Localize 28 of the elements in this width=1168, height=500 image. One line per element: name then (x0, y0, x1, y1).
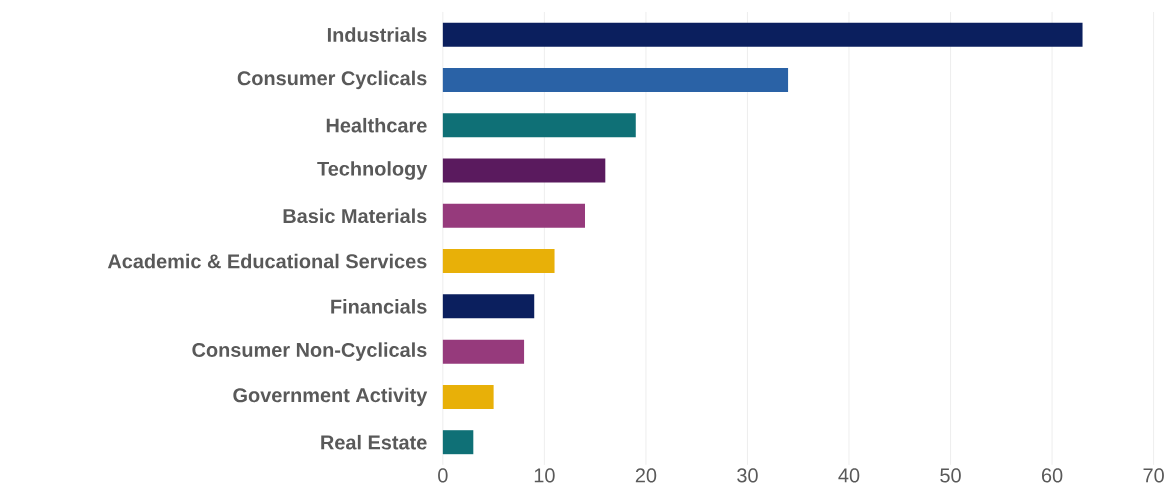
y-tick-label: Government Activity (233, 387, 428, 407)
x-tick-label: 20 (635, 468, 657, 483)
y-tick-label: Industrials (327, 27, 427, 43)
y-tick-label: Academic & Educational Services (107, 253, 427, 269)
x-tick-label: 10 (534, 468, 555, 483)
bar (442, 339, 525, 364)
bar (442, 249, 555, 274)
bar (442, 158, 606, 183)
y-tick-label: Technology (317, 161, 428, 180)
bar (442, 22, 1083, 47)
bar (442, 113, 636, 138)
x-tick-label: 50 (940, 468, 961, 483)
y-tick-label: Basic Materials (283, 208, 427, 224)
x-tick-label: 40 (838, 468, 860, 483)
bar (442, 294, 535, 319)
bar (442, 385, 494, 409)
bar (442, 68, 789, 92)
y-tick-label: Real Estate (321, 434, 427, 450)
bar (442, 430, 474, 455)
x-tick-label: 0 (438, 468, 448, 483)
y-tick-label: Financials (331, 299, 427, 314)
bar (442, 203, 585, 228)
y-tick-label: Consumer Cyclicals (237, 70, 427, 90)
x-tick-label: 30 (737, 468, 758, 483)
y-tick-label: Healthcare (326, 117, 427, 133)
x-tick-label: 60 (1042, 468, 1063, 483)
y-tick-label: Consumer Non-Cyclicals (192, 342, 427, 361)
x-tick-label: 70 (1143, 468, 1164, 483)
